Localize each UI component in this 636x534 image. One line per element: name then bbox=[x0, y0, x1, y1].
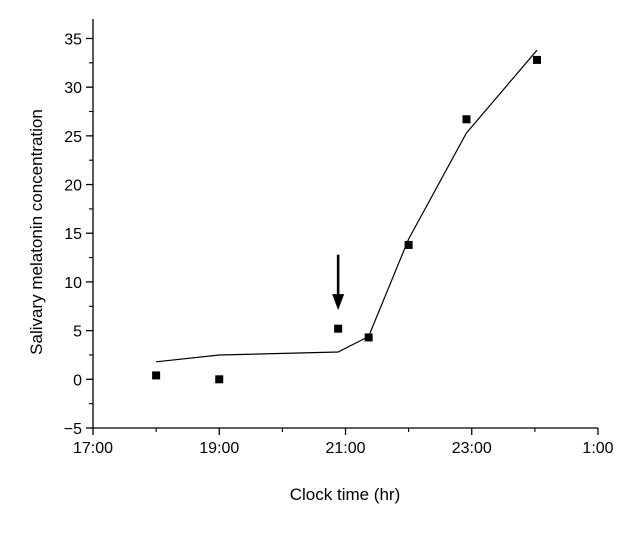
y-tick-label: 5 bbox=[73, 324, 82, 341]
y-tick-label: 30 bbox=[64, 80, 82, 97]
x-tick-label: 21:00 bbox=[325, 440, 365, 457]
arrow-head bbox=[332, 294, 345, 311]
y-tick-label: 10 bbox=[64, 275, 82, 292]
y-tick-label: 35 bbox=[64, 31, 82, 48]
y-tick-label: 0 bbox=[73, 372, 82, 389]
fit-line bbox=[156, 49, 538, 363]
y-axis-title: Salivary melatonin concentration bbox=[27, 109, 46, 355]
data-point bbox=[364, 333, 373, 342]
data-point bbox=[404, 240, 413, 249]
x-axis-ticks: 17:00 19:00 21:00 23:00 1:00 bbox=[73, 428, 614, 457]
data-point bbox=[462, 115, 471, 124]
y-tick-label: 20 bbox=[64, 178, 82, 195]
y-tick-label: 15 bbox=[64, 226, 82, 243]
y-axis-ticks: −5 0 5 10 15 20 25 30 35 bbox=[64, 31, 93, 438]
data-point bbox=[532, 55, 541, 64]
x-axis-title: Clock time (hr) bbox=[290, 485, 401, 504]
annotations bbox=[332, 254, 345, 311]
plot-area: 17:00 19:00 21:00 23:00 1:00 −5 0 5 10 15 20 25 30 3… bbox=[64, 19, 614, 457]
data-point bbox=[152, 371, 161, 380]
x-tick-label: 23:00 bbox=[452, 440, 492, 457]
data-points-series bbox=[152, 55, 541, 384]
x-tick-label: 17:00 bbox=[73, 440, 113, 457]
data-point bbox=[215, 375, 224, 384]
fit-line-series bbox=[156, 49, 538, 363]
x-tick-label: 19:00 bbox=[199, 440, 239, 457]
data-point bbox=[334, 324, 343, 333]
y-tick-label: −5 bbox=[64, 421, 82, 438]
y-tick-label: 25 bbox=[64, 129, 82, 146]
x-tick-label: 1:00 bbox=[582, 440, 613, 457]
